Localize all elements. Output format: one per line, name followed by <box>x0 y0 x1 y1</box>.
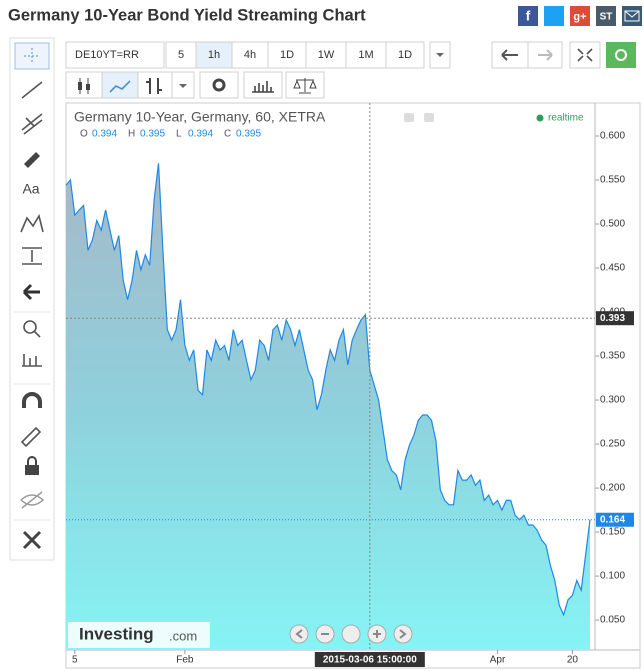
y-tick-label: 0.300 <box>600 395 625 406</box>
interval-button[interactable] <box>231 41 269 69</box>
facebook[interactable] <box>518 6 538 26</box>
twitter[interactable] <box>544 6 564 26</box>
interval-label: 1D <box>398 49 412 61</box>
y-tick-label: 0.450 <box>600 263 625 274</box>
top-toolbar: DE10YT=RR 5 1h 4h 1D 1W 1M 1D <box>62 38 640 100</box>
magnet-tool[interactable] <box>22 392 42 408</box>
pattern-tool[interactable] <box>20 213 44 233</box>
svg-text:f: f <box>526 8 531 24</box>
draw-mode[interactable] <box>20 426 42 448</box>
ohlc-key: C <box>224 129 231 140</box>
scroll-left[interactable] <box>289 624 309 644</box>
brush-tool[interactable] <box>24 152 40 168</box>
interval-label: 1h <box>208 49 220 61</box>
interval-button[interactable] <box>195 41 233 69</box>
interval-label: 1M <box>358 49 373 61</box>
current-price-box <box>596 512 634 527</box>
current-price-label: 0.164 <box>600 514 625 525</box>
interval-button[interactable] <box>345 41 387 69</box>
x-tick-label: 5 <box>72 655 78 666</box>
left-toolbar: Aa <box>9 37 55 561</box>
svg-text:ST: ST <box>600 12 613 23</box>
ohlc-key: H <box>128 129 135 140</box>
nav-buttons <box>289 624 413 644</box>
page-title: Germany 10-Year Bond Yield Streaming Cha… <box>8 6 366 24</box>
y-tick-label: 0.100 <box>600 571 625 582</box>
ohlc-value: 0.394 <box>188 129 213 140</box>
fib-tool[interactable] <box>21 113 43 135</box>
y-tick-label: 0.500 <box>600 219 625 230</box>
chart-overlay: Germany 10-Year, Germany, 60, XETRA real… <box>68 109 584 648</box>
logo-domain: .com <box>169 628 197 643</box>
symbol-box[interactable] <box>65 41 165 69</box>
ohlc-key: L <box>176 129 182 140</box>
y-tick-label: 0.550 <box>600 175 625 186</box>
zoom-tool[interactable] <box>23 320 37 334</box>
svg-text:g+: g+ <box>573 11 586 23</box>
ohlc-value: 0.394 <box>92 129 117 140</box>
interval-button[interactable] <box>267 41 307 69</box>
ohlc-key: O <box>80 129 88 140</box>
measure-tool[interactable] <box>22 247 42 265</box>
plot: 0.6000.5500.5000.4500.4000.3500.3000.250… <box>65 103 640 667</box>
realtime-status: realtime <box>548 113 584 124</box>
lock-tool[interactable] <box>25 465 39 475</box>
interval-label: 4h <box>244 49 256 61</box>
area-type[interactable] <box>101 71 139 99</box>
y-tick-label: 0.050 <box>600 615 625 626</box>
price-line <box>65 163 591 617</box>
hide-tool[interactable] <box>20 491 45 509</box>
text-tool[interactable]: Aa <box>22 181 39 197</box>
bars[interactable] <box>137 71 173 99</box>
symbol: DE10YT=RR <box>75 49 139 61</box>
fullscreen[interactable] <box>569 41 601 69</box>
crosshair-y-box <box>596 311 634 326</box>
interval-label: 5 <box>178 49 184 61</box>
candles[interactable] <box>65 71 103 99</box>
scroll-right[interactable] <box>393 624 413 644</box>
y-tick-label: 0.600 <box>600 131 625 142</box>
settings[interactable] <box>199 71 239 99</box>
y-tick-label: 0.250 <box>600 439 625 450</box>
interval-button[interactable] <box>165 41 197 69</box>
x-tick-label: Feb <box>176 655 194 666</box>
ruler-tool[interactable] <box>22 354 42 367</box>
stocktwits[interactable] <box>596 6 616 26</box>
back-tool[interactable] <box>22 283 40 301</box>
ohlc-value: 0.395 <box>236 129 261 140</box>
share-icons: f g+ ST <box>518 6 642 26</box>
y-tick-label: 0.350 <box>600 351 625 362</box>
logo-brand: Investing <box>79 624 154 643</box>
x-tick-label: 20 <box>567 655 579 666</box>
reset[interactable] <box>341 624 361 644</box>
google-plus[interactable] <box>570 6 590 26</box>
crosshair-x-label: 2015-03-06 15:00:00 <box>323 655 417 666</box>
legend-title: Germany 10-Year, Germany, 60, XETRA <box>74 109 326 125</box>
y-tick-label: 0.200 <box>600 483 625 494</box>
interval-button[interactable] <box>385 41 425 69</box>
crosshair-y-label: 0.393 <box>600 313 625 324</box>
line-tool[interactable] <box>21 81 43 99</box>
settings-tool[interactable] <box>22 530 42 550</box>
area-fill <box>66 163 590 651</box>
ohlc-value: 0.395 <box>140 129 165 140</box>
snapshot[interactable] <box>606 42 636 68</box>
x-tick-label: Apr <box>490 655 506 666</box>
crosshair-x-box <box>314 652 425 667</box>
interval-label: 1W <box>318 49 335 61</box>
interval-label: 1D <box>280 49 294 61</box>
y-tick-label: 0.150 <box>600 527 625 538</box>
